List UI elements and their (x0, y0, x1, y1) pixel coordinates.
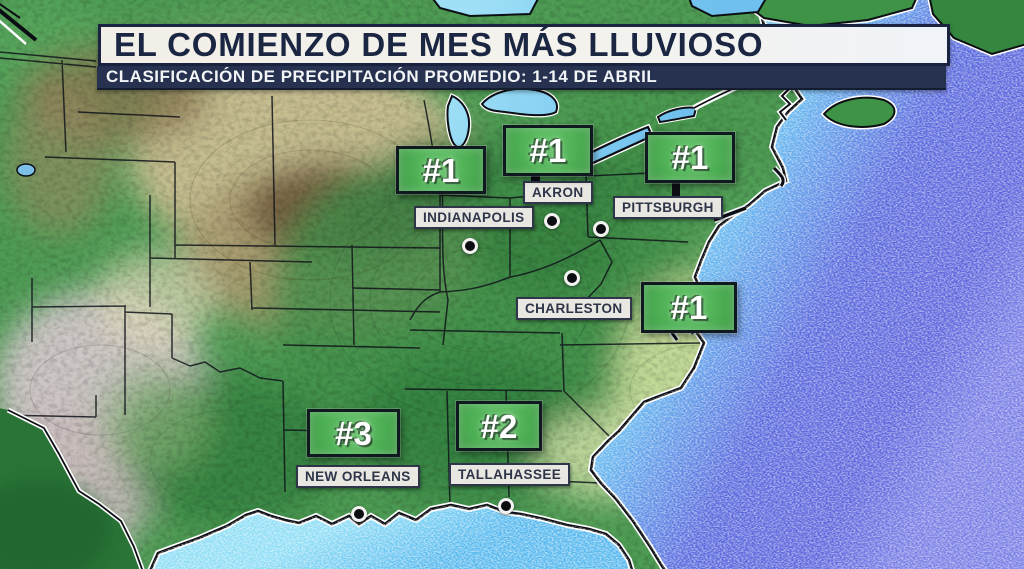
rank-value: #1 (670, 289, 708, 326)
city-label-akron: AKRON (523, 181, 593, 204)
subheadline-text: CLASIFICACIÓN DE PRECIPITACIÓN PROMEDIO:… (106, 67, 658, 86)
indianapolis-marker-dot (462, 238, 478, 254)
pittsburgh-pointer-stem (672, 178, 680, 200)
city-label-pittsburgh: PITTSBURGH (613, 196, 723, 219)
tallahassee-marker-dot (498, 498, 514, 514)
akron-marker-dot (544, 213, 560, 229)
subheadline-bar: CLASIFICACIÓN DE PRECIPITACIÓN PROMEDIO:… (97, 66, 946, 90)
rank-badge-akron: #1 (503, 125, 593, 176)
rank-badge-tallahassee: #2 (456, 401, 542, 451)
city-label-charleston: CHARLESTON (516, 297, 632, 320)
city-label-indianapolis: INDIANAPOLIS (414, 206, 534, 229)
rank-badge-charleston: #1 (641, 282, 737, 333)
headline-text: EL COMIENZO DE MES MÁS LLUVIOSO (114, 26, 764, 63)
pacific-coast-marks (0, 2, 38, 45)
rank-badge-pittsburgh: #1 (645, 132, 735, 183)
rank-badge-indianapolis: #1 (396, 146, 486, 194)
headline-panel: EL COMIENZO DE MES MÁS LLUVIOSO (98, 24, 950, 66)
rank-badge-new-orleans: #3 (307, 409, 400, 457)
rank-value: #1 (529, 132, 567, 169)
great-salt-lake (16, 163, 36, 177)
rank-value: #2 (480, 407, 518, 445)
new-orleans-marker-dot (351, 506, 367, 522)
city-label-tallahassee: TALLAHASSEE (449, 463, 571, 486)
canada-land (742, 0, 1024, 130)
mexico-land (0, 407, 145, 569)
rank-value: #3 (335, 414, 372, 452)
rank-value: #1 (422, 151, 460, 189)
rank-value: #1 (671, 139, 709, 176)
city-label-new-orleans: NEW ORLEANS (296, 465, 420, 488)
charleston-marker-dot (564, 270, 580, 286)
pittsburgh-marker-dot (593, 221, 609, 237)
